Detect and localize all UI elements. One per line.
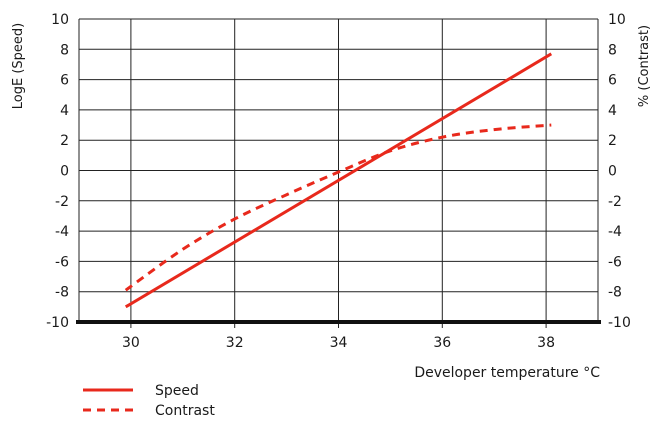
y-tick-label-left: -4	[55, 224, 69, 240]
y-tick-label-right: 10	[608, 12, 626, 28]
y-tick-label-left: 10	[51, 12, 69, 28]
legend: Speed Contrast	[83, 383, 215, 419]
x-tick-label: 32	[226, 335, 244, 351]
y-tick-label-left: -2	[55, 194, 69, 210]
series-line-contrast	[124, 123, 552, 292]
x-tick-label: 38	[537, 335, 555, 351]
y-tick-label-left: 0	[60, 164, 69, 180]
plot-frame	[76, 18, 601, 324]
y-tick-label-right: 4	[608, 103, 617, 119]
x-tick-label: 30	[122, 335, 140, 351]
y-tick-label-left: 2	[60, 133, 69, 149]
y-tick-label-right: -4	[608, 224, 622, 240]
y-tick-label-left: -6	[55, 254, 69, 270]
y-tick-label-right: 2	[608, 133, 617, 149]
legend-label-speed: Speed	[155, 383, 199, 399]
series-lines	[124, 52, 553, 309]
y-tick-label-right: -6	[608, 254, 622, 270]
legend-label-contrast: Contrast	[155, 403, 215, 419]
y-tick-label-left: -8	[55, 285, 69, 301]
series-line-speed	[124, 52, 553, 309]
y-tick-label-right: -8	[608, 285, 622, 301]
x-tick-label: 34	[330, 335, 348, 351]
y-tick-label-right: -2	[608, 194, 622, 210]
y-tick-label-left: -10	[46, 315, 69, 331]
y-tick-label-left: 8	[60, 42, 69, 58]
y-tick-label-right: -10	[608, 315, 631, 331]
y-tick-label-right: 6	[608, 73, 617, 89]
y-axis-label-left: LogE (Speed)	[11, 23, 26, 109]
y-tick-label-left: 6	[60, 73, 69, 89]
x-tick-label: 36	[433, 335, 451, 351]
y-tick-label-left: 4	[60, 103, 69, 119]
y-tick-label-right: 8	[608, 42, 617, 58]
y-tick-label-right: 0	[608, 164, 617, 180]
y-axis-label-right: % (Contrast)	[637, 25, 652, 107]
x-axis-label: Developer temperature °C	[414, 365, 600, 381]
tick-labels: -10 -8 -6 -4 -2 0 2 4 6 8 10 -10 -8 -6 -4 -2 0 2 4 6 8 10 30 32…	[46, 12, 631, 351]
